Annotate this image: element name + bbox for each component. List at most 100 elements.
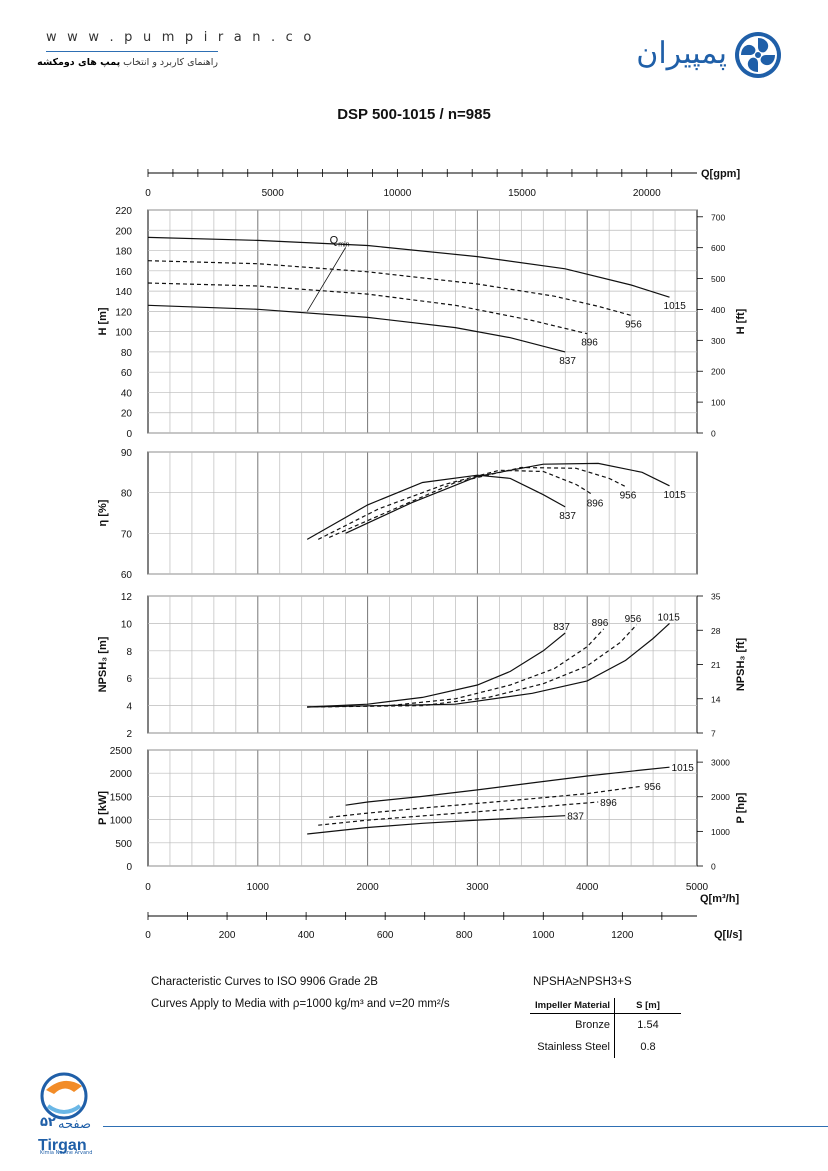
qmin-label: Qmin — [330, 235, 350, 249]
power-series-label: 837 — [567, 812, 584, 823]
npsh-y2tick-label: 21 — [711, 660, 721, 670]
ls-tick-label: 400 — [298, 930, 315, 941]
efficiency-series-label: 1015 — [664, 490, 687, 501]
ls-tick-label: 0 — [145, 930, 151, 941]
npsh-series-label: 896 — [592, 618, 609, 629]
ls-tick-label: 600 — [377, 930, 394, 941]
footer-rule — [103, 1126, 828, 1127]
ls-tick-label: 1000 — [532, 930, 555, 941]
head-y2tick-label: 600 — [711, 243, 725, 253]
head-y2tick-label: 400 — [711, 305, 725, 315]
m3h-axis-label: Q[m³/h] — [700, 893, 739, 905]
table-header-row: Impeller Material S [m] — [530, 998, 681, 1014]
efficiency-frame — [147, 451, 698, 575]
head-ytick-label: 80 — [121, 348, 133, 359]
head-series-label: 837 — [559, 356, 576, 367]
header-rule — [46, 51, 218, 52]
table-row: Stainless Steel 0.8 — [530, 1036, 681, 1058]
power-series-837 — [307, 815, 566, 835]
head-series-q — [306, 247, 346, 312]
head-series-956 — [147, 260, 632, 316]
head-y2tick-label: 500 — [711, 274, 725, 284]
head-y2tick-label: 0 — [711, 429, 716, 439]
pumpiran-swirl-icon — [735, 32, 781, 78]
note-iso: Characteristic Curves to ISO 9906 Grade … — [151, 976, 378, 988]
npsh-ytick-label: 8 — [126, 647, 132, 658]
power-y2tick-label: 2000 — [711, 792, 730, 802]
head-frame — [147, 209, 698, 434]
gpm-tick-label: 10000 — [383, 188, 411, 199]
npsh-y2label: NPSH₃ [ft] — [735, 637, 747, 691]
efficiency-ylabel: η [%] — [97, 499, 109, 526]
gpm-tick-label: 20000 — [633, 188, 661, 199]
npsh-ytick-label: 4 — [126, 702, 132, 713]
head-ytick-label: 180 — [115, 247, 132, 258]
m3h-tick-label: 1000 — [247, 882, 270, 893]
head-ytick-label: 220 — [115, 206, 132, 217]
brand-logo: پمپیران — [612, 28, 787, 84]
table-cell-material: Bronze — [530, 1013, 615, 1036]
gpm-axis-label: Q[gpm] — [701, 168, 740, 180]
qmin-subscript: min — [338, 242, 349, 249]
website-url: w w w . p u m p i r a n . c o — [46, 30, 315, 45]
power-ytick-label: 500 — [115, 839, 132, 850]
efficiency-series-1015 — [345, 462, 670, 534]
ls-axis-label: Q[l/s] — [714, 929, 742, 941]
npsh-series-1015 — [307, 622, 670, 708]
npsh-series-label: 1015 — [658, 612, 681, 623]
power-y2tick-label: 0 — [711, 862, 716, 872]
efficiency-series-label: 896 — [587, 499, 604, 510]
power-series-896 — [318, 801, 599, 826]
head-y2label: H [ft] — [735, 308, 747, 334]
npsh-ytick-label: 6 — [126, 674, 132, 685]
gpm-tick-label: 5000 — [262, 188, 285, 199]
m3h-tick-label: 2000 — [356, 882, 379, 893]
npsh-rule: NPSHA≥NPSH3+S — [533, 976, 632, 988]
efficiency-ytick-label: 90 — [121, 448, 133, 459]
ls-tick-label: 800 — [456, 930, 473, 941]
power-series-956 — [329, 785, 643, 818]
logo-subtitle: Kimia Novine Arvand — [40, 1150, 93, 1156]
head-ytick-label: 140 — [115, 287, 132, 298]
npsh-y2tick-label: 7 — [711, 729, 716, 739]
efficiency-ytick-label: 80 — [121, 489, 133, 500]
m3h-tick-label: 5000 — [686, 882, 709, 893]
table-cell-s: 0.8 — [640, 1041, 656, 1053]
power-ytick-label: 1500 — [110, 792, 133, 803]
power-ytick-label: 0 — [126, 862, 132, 873]
head-ytick-label: 40 — [121, 388, 133, 399]
head-y2tick-label: 700 — [711, 212, 725, 222]
npsh-series-label: 837 — [553, 622, 570, 633]
m3h-tick-label: 4000 — [576, 882, 599, 893]
npsh-ytick-label: 10 — [121, 619, 133, 630]
efficiency-series-956 — [328, 466, 626, 538]
power-y2tick-label: 1000 — [711, 827, 730, 837]
efficiency-series-label: 837 — [559, 511, 576, 522]
logo-name: Tirgan — [38, 1137, 87, 1154]
head-series-1015 — [147, 236, 670, 298]
efficiency-series-896 — [317, 469, 594, 540]
note-media: Curves Apply to Media with ρ=1000 kg/m³ … — [151, 998, 450, 1010]
head-ytick-label: 60 — [121, 368, 133, 379]
npsh-ytick-label: 2 — [126, 729, 132, 740]
head-series-label: 1015 — [664, 301, 687, 312]
npsh-y2tick-label: 28 — [711, 626, 721, 636]
head-ytick-label: 0 — [126, 429, 132, 440]
power-ylabel: P [kW] — [97, 791, 109, 825]
power-ytick-label: 1000 — [110, 816, 133, 827]
table-header-material: Impeller Material — [530, 998, 615, 1014]
tagline-prefix: راهنمای کاربرد و انتخاب — [120, 57, 218, 68]
head-series-label: 896 — [581, 338, 598, 349]
brand-name: پمپیران — [636, 36, 727, 71]
head-series-837 — [147, 304, 566, 353]
npsh-y2tick-label: 14 — [711, 694, 721, 704]
npsh-frame — [147, 595, 698, 734]
power-ytick-label: 2000 — [110, 769, 133, 780]
power-ytick-label: 2500 — [110, 746, 133, 757]
npsh-series-956 — [307, 624, 638, 708]
power-series-label: 1015 — [672, 763, 695, 774]
power-series-label: 956 — [644, 782, 661, 793]
npsh-y2tick-label: 35 — [711, 592, 721, 602]
ls-tick-label: 1200 — [611, 930, 634, 941]
